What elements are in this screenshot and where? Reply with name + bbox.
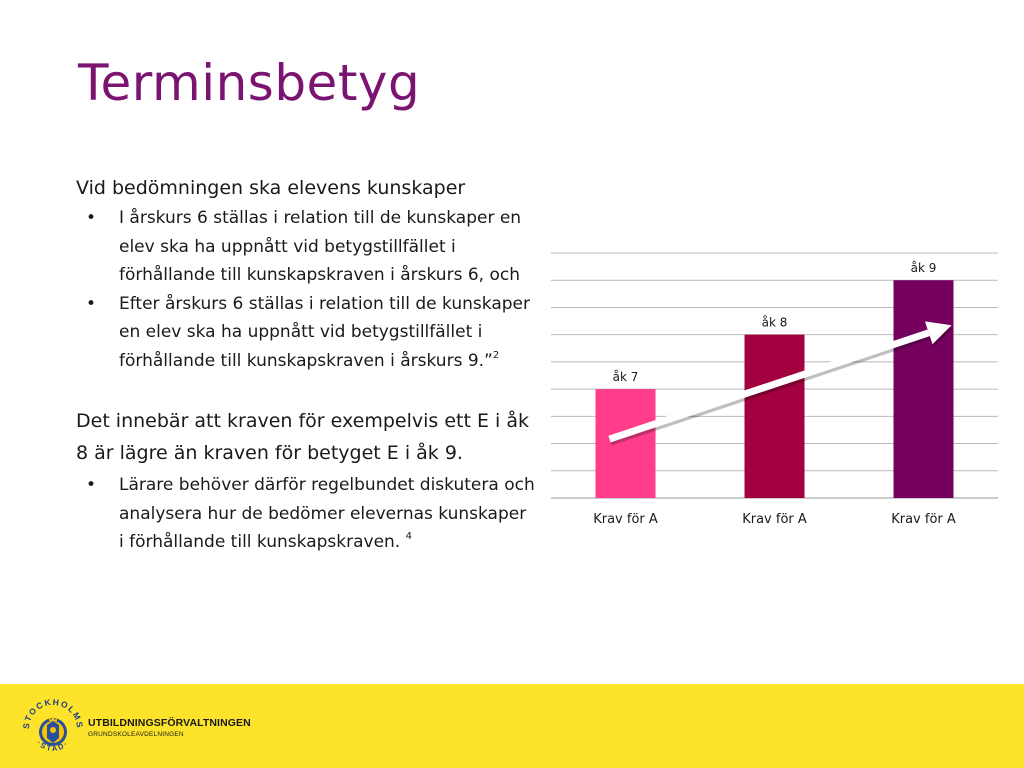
- footnote-ref: 2: [492, 349, 500, 361]
- bullet-list-2: • Lärare behöver därför regelbundet disk…: [76, 471, 536, 557]
- x-tick-label: Krav för A: [742, 512, 807, 527]
- bullet-text: Efter årskurs 6 ställas i relation till …: [119, 293, 530, 371]
- footnote-ref: 4: [405, 531, 412, 542]
- bar-chart: åk 7 Krav för A åk 8 Krav för A åk 9 Krav för…: [548, 240, 1008, 540]
- stockholm-seal-logo: STOCKHOLMS ·STAD·: [21, 697, 84, 753]
- slide-title: Terminsbetyg: [78, 54, 421, 112]
- bullet-list-1: • I årskurs 6 ställas i relation till de…: [76, 204, 536, 375]
- bullet-marker: •: [86, 475, 97, 495]
- subdepartment-name: GRUNDSKOLEAVDELNINGEN: [88, 731, 184, 738]
- department-name: UTBILDNINGSFÖRVALTNINGEN: [88, 717, 251, 729]
- bullet-item: • Efter årskurs 6 ställas i relation til…: [76, 290, 536, 376]
- x-tick-label: Krav för A: [593, 512, 658, 527]
- bullet-text: I årskurs 6 ställas i relation till de k…: [119, 208, 522, 285]
- trend-arrow: [608, 321, 953, 446]
- data-label: åk 8: [762, 316, 788, 330]
- data-label: åk 9: [911, 261, 937, 275]
- x-tick-label: Krav för A: [891, 512, 956, 527]
- bullet-marker: •: [86, 208, 97, 228]
- bullet-item: • I årskurs 6 ställas i relation till de…: [76, 204, 536, 290]
- bullet-marker: •: [86, 293, 97, 314]
- slide-body: Vid bedömningen ska elevens kunskaper • …: [76, 174, 536, 557]
- bullet-item: • Lärare behöver därför regelbundet disk…: [76, 471, 536, 557]
- intro-paragraph: Vid bedömningen ska elevens kunskaper: [76, 177, 466, 199]
- footer-bar: STOCKHOLMS ·STAD· UTBILDNINGSFÖRVALTNING…: [0, 684, 1024, 768]
- bar: [893, 280, 954, 498]
- data-label: åk 7: [613, 370, 639, 384]
- second-paragraph: Det innebär att kraven för exempelvis et…: [76, 410, 529, 464]
- chart-canvas: åk 7 Krav för A åk 8 Krav för A åk 9 Krav för…: [551, 252, 998, 527]
- bullet-text: Lärare behöver därför regelbundet diskut…: [119, 475, 535, 552]
- bar: [595, 389, 656, 498]
- bar: [744, 334, 805, 498]
